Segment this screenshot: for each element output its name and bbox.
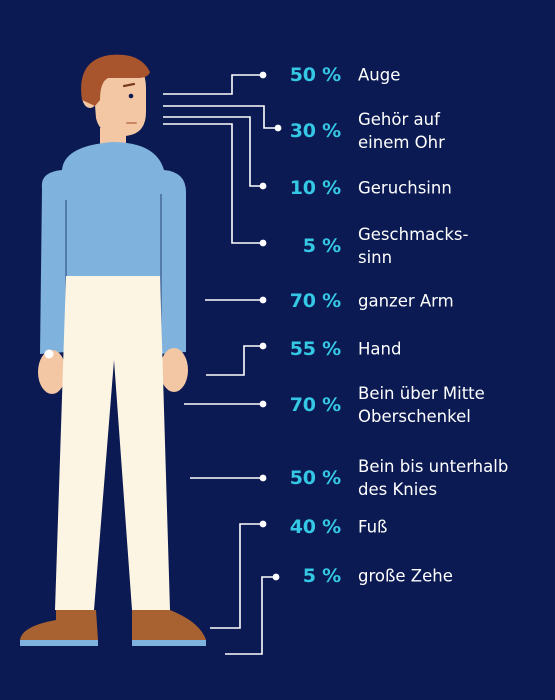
dot-ear <box>274 124 282 132</box>
brow <box>122 82 136 88</box>
dot-thigh <box>259 400 267 408</box>
right-arm <box>158 170 186 354</box>
item-percent: 5 % <box>302 565 341 587</box>
connector-hand <box>206 345 262 376</box>
dot-foot <box>259 520 267 528</box>
connector-lines <box>163 74 277 655</box>
item-label: ganzer Arm <box>358 291 454 311</box>
item-label: Geruchsinn <box>358 178 452 198</box>
dot-nose <box>259 182 267 190</box>
item-percent: 50 % <box>289 467 341 489</box>
watch-dot <box>44 349 54 359</box>
head <box>81 54 150 148</box>
shoes <box>20 610 206 646</box>
item-label: Bein über Mitte Oberschenkel <box>358 384 485 426</box>
right-sole <box>132 640 206 646</box>
connector-foot <box>210 523 262 629</box>
left-arm <box>40 170 66 354</box>
item-percent: 5 % <box>302 235 341 257</box>
connector-dots <box>259 71 282 581</box>
connector-nose <box>163 116 262 187</box>
item-percent: 40 % <box>289 516 341 538</box>
dot-arm <box>259 296 267 304</box>
hair <box>81 54 150 106</box>
item-label: Auge <box>358 65 401 85</box>
left-sole <box>20 640 98 646</box>
dot-hand <box>259 342 267 350</box>
connector-mouth <box>163 123 262 244</box>
shirt <box>62 142 164 280</box>
item-label: Geschmacks- sinn <box>358 225 469 267</box>
item-percent: 50 % <box>289 64 341 86</box>
dot-mouth <box>259 239 267 247</box>
connector-eye <box>163 74 262 95</box>
item-label: Hand <box>358 339 402 359</box>
item-percent: 55 % <box>289 338 341 360</box>
dot-toe <box>272 573 280 581</box>
right-hand <box>160 348 188 392</box>
item-label: Gehör auf einem Ohr <box>358 110 445 152</box>
item-percent: 10 % <box>289 177 341 199</box>
item-label: Fuß <box>358 517 388 537</box>
item-percent: 70 % <box>289 290 341 312</box>
dot-knee <box>259 474 267 482</box>
left-shoe <box>20 610 98 640</box>
item-label: große Zehe <box>358 566 453 586</box>
right-shoe <box>132 610 206 640</box>
dot-eye <box>259 71 267 79</box>
item-label: Bein bis unterhalb des Knies <box>358 457 509 499</box>
item-percent: 30 % <box>289 120 341 142</box>
connector-toe <box>225 576 275 655</box>
item-percent: 70 % <box>289 394 341 416</box>
eye <box>128 93 134 99</box>
connector-ear <box>163 105 277 129</box>
left-hand <box>38 350 66 394</box>
arms <box>40 170 186 354</box>
trousers <box>55 276 170 610</box>
